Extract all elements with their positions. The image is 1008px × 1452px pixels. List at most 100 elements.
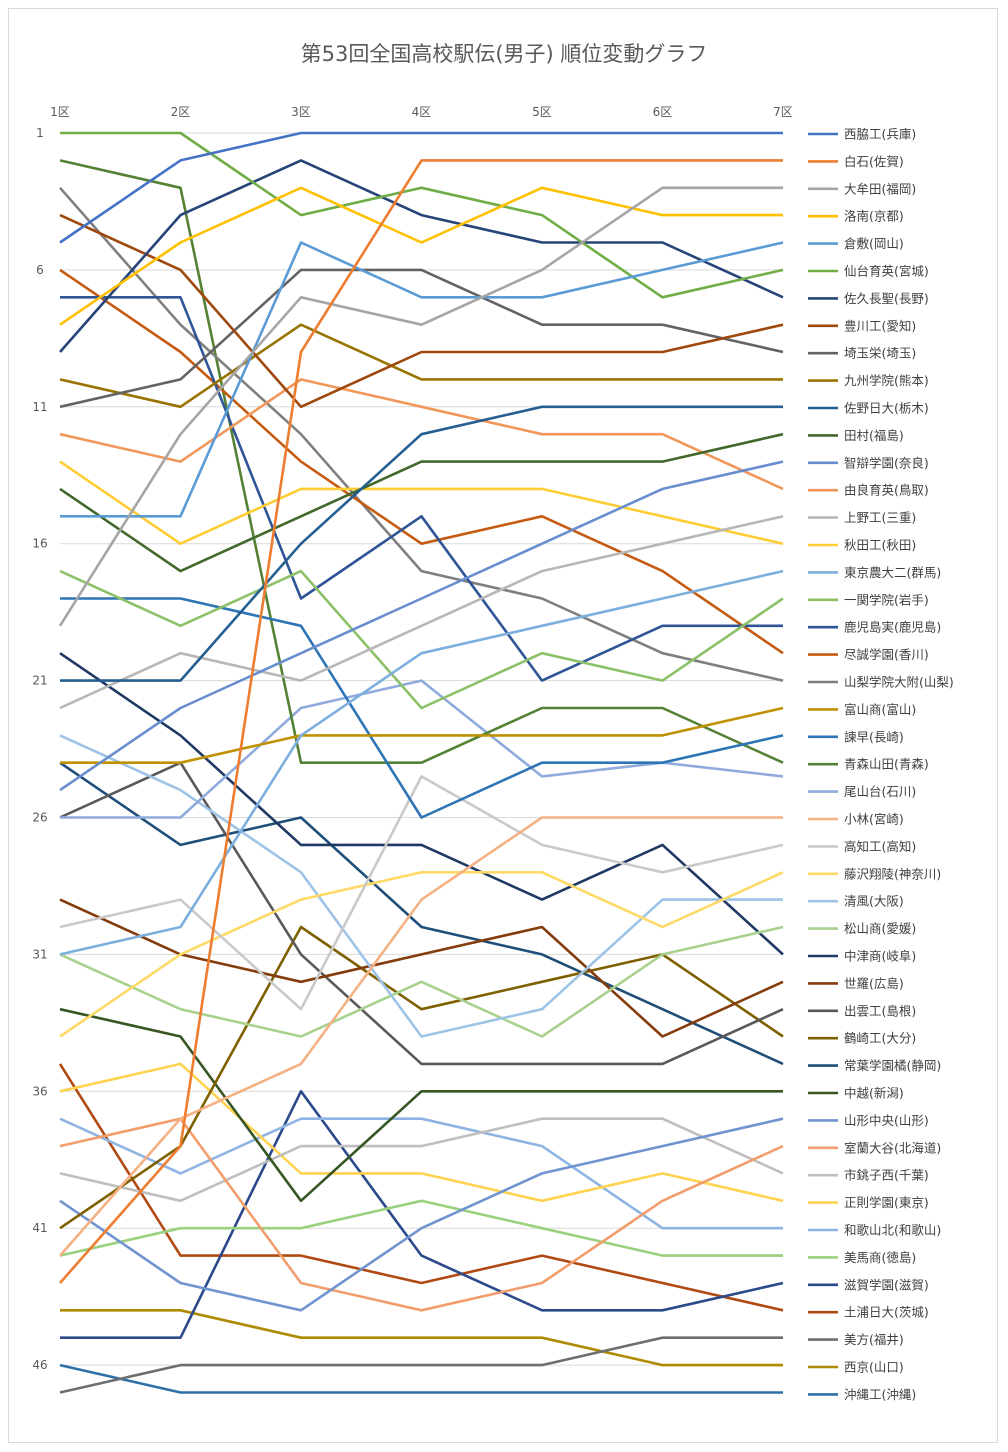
series-line <box>60 295 783 682</box>
legend-label: 一関学院(岩手) <box>844 592 929 607</box>
legend-label: 田村(福島) <box>844 428 904 443</box>
legend-label: 青森山田(青森) <box>844 757 929 772</box>
y-tick-label: 36 <box>32 1084 47 1098</box>
series-line <box>59 1117 783 1230</box>
legend-label: 常葉学園橘(静岡) <box>844 1058 941 1073</box>
series-line <box>59 186 783 326</box>
series-line <box>60 679 784 819</box>
series-line <box>60 241 784 518</box>
series-line <box>59 159 784 353</box>
series-line <box>59 432 784 573</box>
legend-label: 西京(山口) <box>844 1360 904 1375</box>
legend-label: 秋田工(秋田) <box>844 538 916 553</box>
y-tick-label: 41 <box>32 1221 47 1235</box>
x-tick-label: 1区 <box>50 105 70 119</box>
legend-label: 出雲工(島根) <box>844 1003 916 1018</box>
series-line <box>59 761 784 1066</box>
series-line <box>59 1117 784 1203</box>
legend-label: 世羅(広島) <box>844 976 904 991</box>
legend-label: 美方(福井) <box>844 1332 904 1347</box>
x-tick-label: 7区 <box>773 105 793 119</box>
legend-label: 美馬商(徳島) <box>844 1250 916 1265</box>
x-tick-label: 6区 <box>653 105 673 119</box>
series-line <box>59 775 784 1011</box>
series-line <box>59 323 783 409</box>
series-line <box>59 213 784 409</box>
legend-label: 智辯学園(奈良) <box>844 455 929 470</box>
legend-label: 諫早(長崎) <box>844 729 904 744</box>
series-line <box>59 734 783 1038</box>
series-line <box>59 1199 783 1257</box>
series-line <box>60 1090 784 1339</box>
legend-label: 西脇工(兵庫) <box>844 127 916 142</box>
legend-label: 和歌山北(和歌山) <box>844 1223 941 1238</box>
legend-label: 市銚子西(千葉) <box>844 1168 929 1183</box>
legend-label: 富山商(富山) <box>844 702 916 717</box>
legend-label: 豊川工(愛知) <box>844 318 916 333</box>
series-line <box>59 1117 784 1312</box>
y-tick-label: 11 <box>32 400 47 414</box>
series-line <box>59 515 784 710</box>
legend-label: 倉敷(岡山) <box>844 236 904 251</box>
series-line <box>60 706 784 765</box>
legend-label: 九州学院(熊本) <box>844 373 929 388</box>
y-tick-label: 1 <box>36 126 44 140</box>
series-line <box>59 1363 783 1394</box>
legend-label: 東京農大二(群馬) <box>844 565 941 580</box>
series-line <box>59 159 784 765</box>
series-line <box>59 186 784 682</box>
series-line <box>59 460 784 792</box>
legend-label: 中津商(岐阜) <box>844 949 916 964</box>
legend-label: 山梨学院大附(山梨) <box>844 675 954 690</box>
series-line <box>60 405 783 682</box>
series-line <box>59 925 784 1038</box>
legend-label: 佐久長聖(長野) <box>844 291 929 306</box>
series-line <box>59 569 784 710</box>
y-tick-label: 6 <box>36 263 44 277</box>
series-line <box>60 131 784 299</box>
y-tick-label: 31 <box>32 947 47 961</box>
legend-label: 沖縄工(沖縄) <box>844 1387 916 1402</box>
series-line <box>59 378 784 491</box>
series-line <box>59 761 784 1066</box>
series-line <box>59 1117 784 1312</box>
chart-title: 第53回全国高校駅伝(男子) 順位変動グラフ <box>300 42 708 66</box>
series-line <box>59 1336 783 1394</box>
series-line <box>58 186 783 627</box>
y-tick-label: 46 <box>32 1358 47 1372</box>
series-line <box>59 652 784 956</box>
x-tick-label: 2区 <box>171 105 191 119</box>
legend-label: 尾山台(石川) <box>844 784 916 799</box>
series-line <box>59 460 784 546</box>
y-tick-label: 26 <box>32 811 47 825</box>
legend-label: 仙台育英(宮城) <box>844 264 929 279</box>
legend-label: 正則学園(東京) <box>844 1195 929 1210</box>
series-line <box>59 816 783 1257</box>
series-line <box>60 597 784 819</box>
chart-frame <box>8 8 998 1443</box>
series-line <box>58 1063 784 1312</box>
series-line <box>59 870 784 1038</box>
legend-label: 尽誠学園(香川) <box>844 647 929 662</box>
legend-label: 山形中央(山形) <box>844 1113 929 1128</box>
legend-label: 高知工(高知) <box>844 839 916 854</box>
series-line <box>59 925 784 1230</box>
legend-label: 中越(新潟) <box>844 1086 904 1101</box>
legend-label: 大牟田(福岡) <box>844 181 916 196</box>
y-tick-label: 21 <box>32 674 47 688</box>
legend-label: 小林(宮崎) <box>844 812 904 827</box>
series-line <box>59 159 783 1284</box>
legend-label: 埼玉栄(埼玉) <box>844 346 916 361</box>
legend-label: 上野工(三重) <box>844 510 916 525</box>
series-line <box>59 131 783 244</box>
x-tick-label: 3区 <box>291 105 311 119</box>
legend-label: 洛南(京都) <box>844 209 904 224</box>
series-line <box>59 268 784 409</box>
legend-label: 鶴崎工(大分) <box>844 1031 916 1046</box>
legend-label: 由良育英(鳥取) <box>844 483 929 498</box>
legend-label: 清風(大阪) <box>844 894 904 909</box>
series-line <box>59 569 784 956</box>
series-line <box>59 1007 783 1203</box>
x-tick-label: 5区 <box>532 105 552 119</box>
